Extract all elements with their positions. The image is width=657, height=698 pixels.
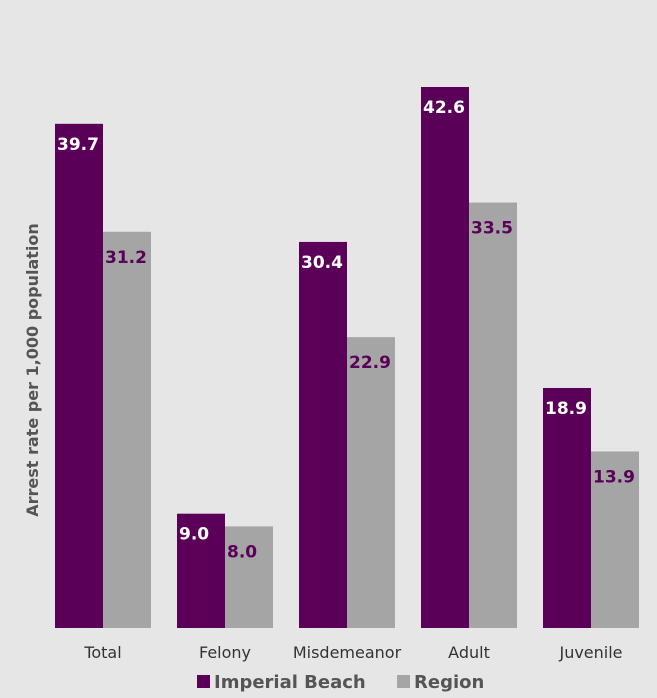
bar-imperial-beach-felony: [177, 513, 225, 628]
x-tick-labels: Total Felony Misdemeanor Adult Juvenile: [83, 643, 622, 662]
legend: Imperial Beach Region: [197, 672, 484, 693]
x-tick-total: Total: [83, 643, 121, 662]
legend-label-imperial-beach: Imperial Beach: [214, 672, 366, 693]
x-tick-adult: Adult: [448, 643, 490, 662]
legend-label-region: Region: [414, 672, 484, 693]
data-label-region-total: 31.2: [105, 248, 147, 268]
data-label-region-felony: 8.0: [227, 542, 257, 562]
data-label-region-misdemeanor: 22.9: [349, 353, 391, 373]
bar-imperial-beach-adult: [421, 87, 469, 628]
bar-imperial-beach-total: [55, 123, 103, 628]
data-label-imperial-beach-felony: 9.0: [179, 525, 209, 545]
data-label-imperial-beach-misdemeanor: 30.4: [301, 253, 343, 273]
legend-swatch-imperial-beach: [197, 675, 210, 688]
data-label-imperial-beach-adult: 42.6: [423, 98, 465, 118]
y-axis-label: Arrest rate per 1,000 population: [23, 223, 42, 517]
bar-imperial-beach-misdemeanor: [299, 241, 347, 628]
data-label-region-juvenile: 13.9: [593, 467, 635, 487]
x-tick-misdemeanor: Misdemeanor: [293, 643, 402, 662]
data-label-region-adult: 33.5: [471, 219, 513, 239]
legend-swatch-region: [397, 675, 410, 688]
x-tick-juvenile: Juvenile: [558, 643, 622, 662]
data-label-imperial-beach-total: 39.7: [57, 135, 99, 155]
bar-region-total: [103, 231, 151, 628]
bars-group: 39.7 31.2 9.0 8.0 30.4 22.9 42.6 33.5 18.9 13.9: [55, 87, 639, 628]
bar-region-felony: [225, 526, 273, 628]
x-tick-felony: Felony: [199, 643, 251, 662]
bar-region-misdemeanor: [347, 337, 395, 628]
data-label-imperial-beach-juvenile: 18.9: [545, 399, 587, 419]
bar-imperial-beach-juvenile: [543, 387, 591, 628]
bar-region-adult: [469, 202, 517, 628]
bar-region-juvenile: [591, 451, 639, 628]
